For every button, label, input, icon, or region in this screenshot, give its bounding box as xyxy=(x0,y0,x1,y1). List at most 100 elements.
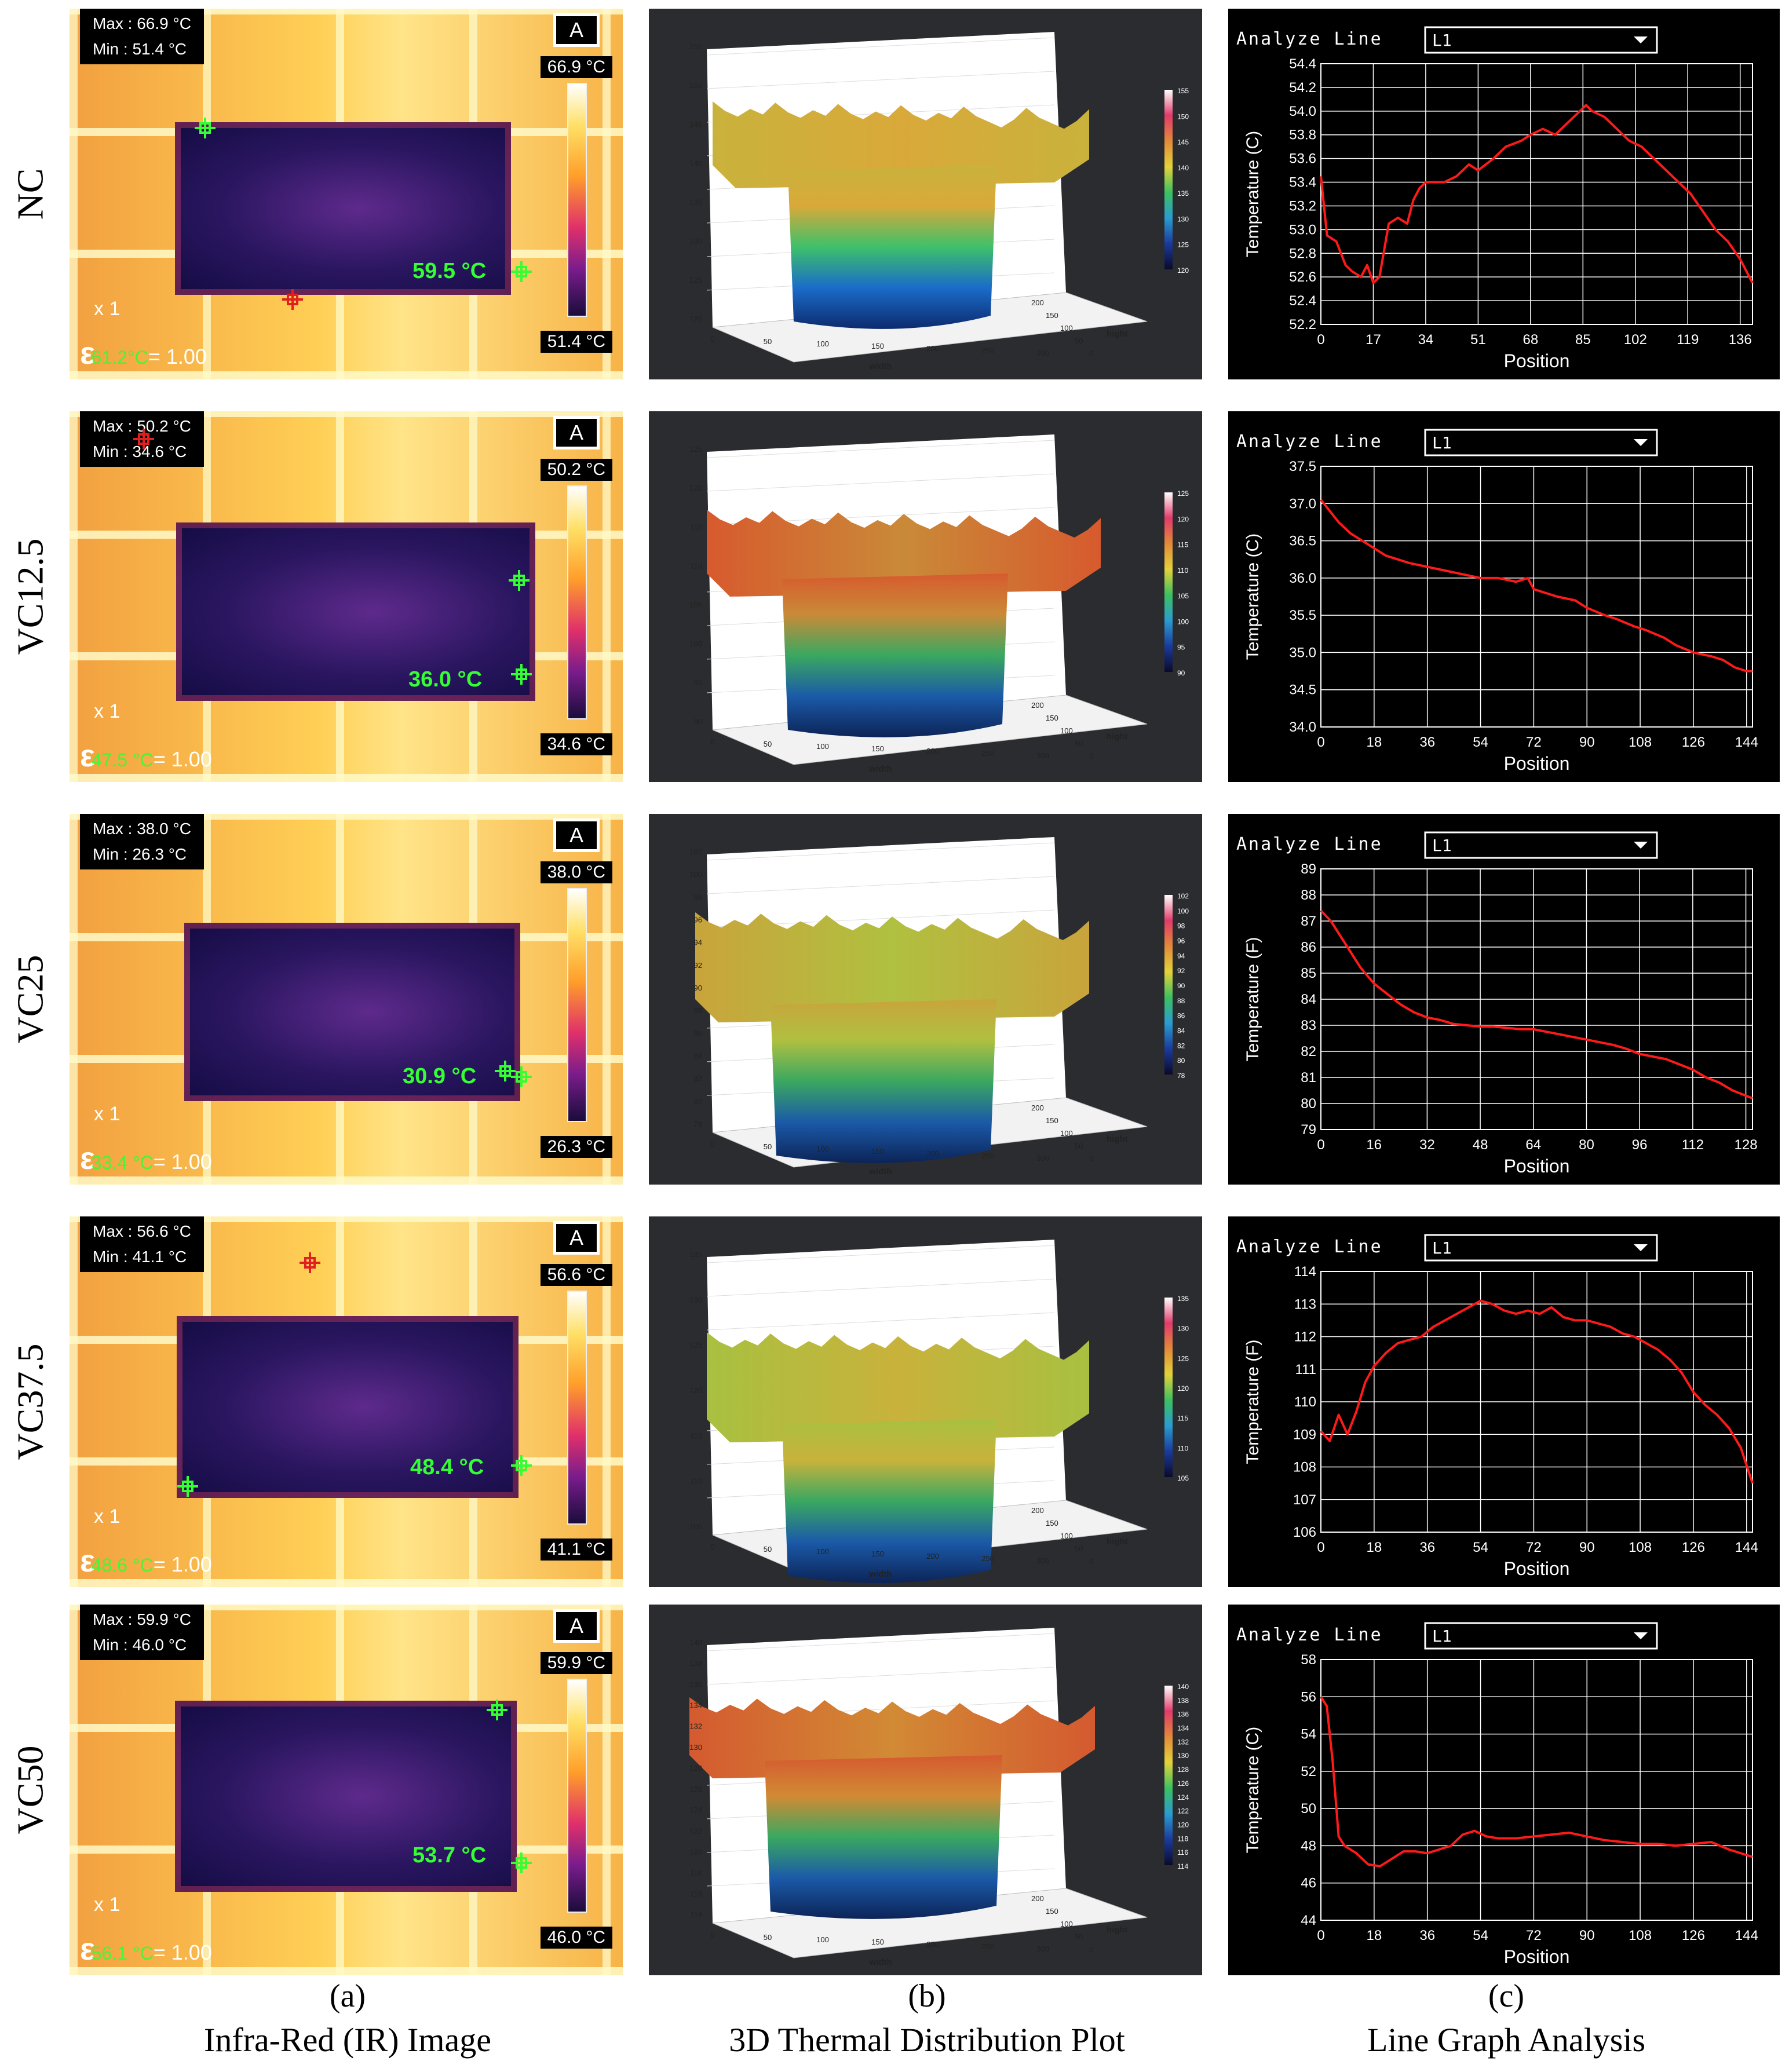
row-label-text: NC xyxy=(9,168,50,220)
x-tick-label: 34 xyxy=(1418,332,1434,348)
auto-range-button[interactable]: A xyxy=(553,13,600,47)
grid-line xyxy=(706,473,1055,492)
width-tick-label: 150 xyxy=(871,1550,884,1558)
emissivity-value: = 1.00 xyxy=(153,1552,212,1576)
scale-min-label: 41.1 °C xyxy=(540,1539,612,1561)
cold-panel-region xyxy=(175,122,511,295)
grid-line xyxy=(706,1633,1055,1651)
emissivity-readout: ε47.5 °C= 1.00 xyxy=(80,738,212,774)
legend-tick-label: 90 xyxy=(1177,669,1185,677)
z-tick-label: 135 xyxy=(689,1250,702,1259)
line-selector-dropdown[interactable] xyxy=(1424,429,1658,456)
hotspot-marker-icon xyxy=(300,1252,320,1273)
legend-tick-label: 134 xyxy=(1177,1724,1189,1733)
y-tick-label: 80 xyxy=(1301,1096,1316,1112)
grid-line xyxy=(706,71,1055,89)
legend-tick-label: 120 xyxy=(1177,515,1189,523)
hight-tick-label: 200 xyxy=(1031,298,1044,307)
hight-tick-label: 200 xyxy=(1031,1506,1044,1515)
scale-max-label: 38.0 °C xyxy=(540,861,612,883)
legend-tick-label: 78 xyxy=(1177,1072,1185,1080)
x-axis-label: Position xyxy=(1504,753,1570,774)
surface-well xyxy=(765,1755,1002,1919)
surface-plot: 140 138 136 134 132 130 128 126 124 122 120 118 116 1… xyxy=(649,1605,1202,1975)
scale-max-label: 50.2 °C xyxy=(540,459,612,481)
x-tick-label: 112 xyxy=(1682,1137,1704,1153)
ir-image: Max : 56.6 °C Min : 41.1 °C A 56.6 °C 41.1 °… xyxy=(70,1216,623,1587)
width-tick-label: 200 xyxy=(926,1552,939,1561)
z-tick-label: 120 xyxy=(689,315,702,323)
legend-tick-label: 122 xyxy=(1177,1807,1189,1815)
y-tick-label: 53.2 xyxy=(1289,198,1316,214)
width-tick-label: 0 xyxy=(710,335,714,343)
chevron-down-icon[interactable] xyxy=(1634,36,1648,43)
spot-marker-icon xyxy=(511,1066,532,1087)
grid-line xyxy=(706,876,1055,894)
hight-tick-label: 200 xyxy=(1031,701,1044,710)
y-tick-label: 82 xyxy=(1301,1044,1316,1059)
hight-tick-label: 100 xyxy=(1060,324,1073,332)
legend-tick-label: 125 xyxy=(1177,1354,1189,1362)
auto-range-button[interactable]: A xyxy=(553,818,600,852)
hight-axis-label: hight xyxy=(1107,1925,1128,1935)
width-tick-label: 200 xyxy=(926,747,939,755)
x-tick-label: 96 xyxy=(1632,1137,1648,1153)
grid-line xyxy=(706,440,1055,458)
line-selector-dropdown[interactable] xyxy=(1424,26,1658,54)
temperature-series-line xyxy=(1320,1299,1754,1484)
width-tick-label: 150 xyxy=(871,342,884,350)
ir-image: Max : 50.2 °C Min : 34.6 °C A 50.2 °C 34.6 °… xyxy=(70,411,623,782)
color-legend-bar xyxy=(1164,1298,1173,1477)
epsilon-icon: ε xyxy=(80,336,95,371)
caption-b: (b) 3D Thermal Distribution Plot xyxy=(660,1975,1193,2063)
overlay-temp-ghost: 33.4 °C xyxy=(91,1152,154,1173)
caption-a-letter: (a) xyxy=(329,1978,366,2014)
line-selector-dropdown[interactable] xyxy=(1424,1622,1658,1650)
y-axis-label: Temperature (C) xyxy=(1243,533,1262,660)
z-tick-label: 134 xyxy=(689,1701,702,1709)
max-min-readout: Max : 38.0 °C Min : 26.3 °C xyxy=(80,814,204,869)
x-tick-label: 36 xyxy=(1419,734,1435,750)
spot-temperature: 59.5 °C xyxy=(412,259,487,283)
y-tick-label: 36.5 xyxy=(1289,533,1316,549)
line-graph: Analyze Line L1 37.5 37.0 36.5 36.0 35.5 35.0 34… xyxy=(1228,411,1780,782)
legend-tick-label: 102 xyxy=(1177,892,1189,900)
chevron-down-icon[interactable] xyxy=(1634,1632,1648,1639)
chevron-down-icon[interactable] xyxy=(1634,439,1648,446)
x-tick-label: 51 xyxy=(1470,332,1486,348)
chevron-down-icon[interactable] xyxy=(1634,842,1648,849)
y-tick-label: 37.0 xyxy=(1289,496,1316,511)
auto-range-button[interactable]: A xyxy=(553,1609,600,1643)
line-selector-dropdown[interactable] xyxy=(1424,831,1658,859)
hotspot-marker-icon xyxy=(282,289,303,310)
z-tick-label: 110 xyxy=(690,1477,702,1486)
y-tick-label: 84 xyxy=(1301,992,1316,1007)
auto-range-button[interactable]: A xyxy=(553,1221,600,1255)
y-tick-label: 87 xyxy=(1301,913,1316,929)
x-tick-label: 0 xyxy=(1317,332,1324,348)
y-tick-label: 110 xyxy=(1294,1394,1316,1410)
z-tick-label: 124 xyxy=(689,1806,702,1814)
y-tick-label: 34.0 xyxy=(1289,719,1316,735)
auto-range-button[interactable]: A xyxy=(553,416,600,450)
max-temp: Max : 50.2 °C xyxy=(93,417,191,435)
z-tick-label: 115 xyxy=(690,522,702,531)
line-selector-value: L1 xyxy=(1432,433,1452,452)
spot-marker-icon xyxy=(511,261,532,282)
x-axis-label: Position xyxy=(1504,350,1570,371)
y-tick-label: 52.6 xyxy=(1289,269,1316,285)
spot-marker-icon xyxy=(495,1061,516,1081)
line-selector-dropdown[interactable] xyxy=(1424,1234,1658,1262)
hotspot-marker-icon xyxy=(133,429,154,450)
hight-tick-label: 50 xyxy=(1075,739,1083,748)
legend-tick-label: 80 xyxy=(1177,1057,1185,1065)
chevron-down-icon[interactable] xyxy=(1634,1244,1648,1251)
scale-max-label: 59.9 °C xyxy=(540,1652,612,1674)
max-min-readout: Max : 59.9 °C Min : 46.0 °C xyxy=(80,1605,204,1660)
z-tick-label: 135 xyxy=(689,198,702,207)
z-tick-label: 95 xyxy=(694,678,702,687)
line-selector-value: L1 xyxy=(1432,31,1452,50)
y-tick-label: 54.0 xyxy=(1289,104,1316,119)
